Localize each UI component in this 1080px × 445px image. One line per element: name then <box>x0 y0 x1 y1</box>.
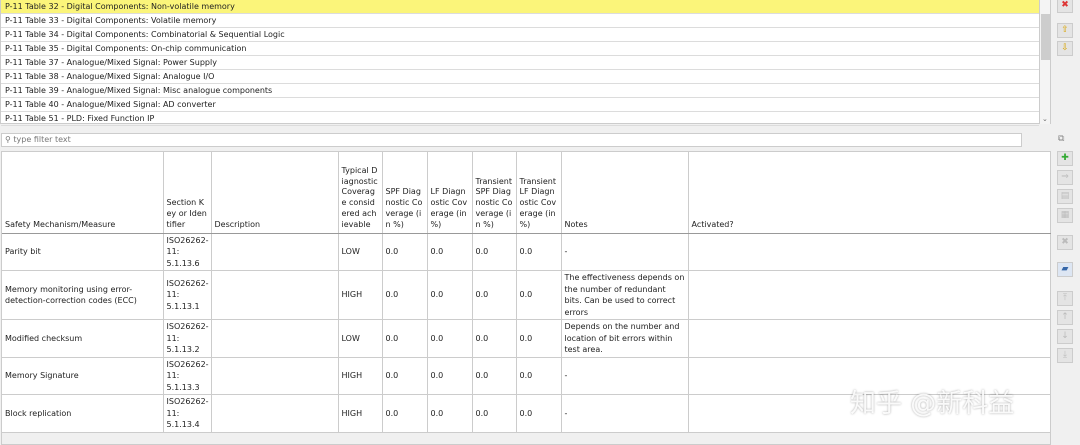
delete-icon: ✖ <box>1057 235 1073 250</box>
table-icon: ▦ <box>1057 208 1073 223</box>
move-bottom-icon: ⤓ <box>1057 348 1073 363</box>
table-cell[interactable]: 0.0 <box>472 394 517 433</box>
table-cell[interactable]: 0.0 <box>516 394 562 433</box>
table-cell[interactable]: HIGH <box>338 357 383 395</box>
move-top-icon: ⤒ <box>1057 291 1073 306</box>
export-icon[interactable]: ▰ <box>1057 262 1073 277</box>
column-header[interactable]: Safety Mechanism/Measure <box>2 152 164 234</box>
column-header[interactable]: LF Diagnostic Coverage (in %) <box>427 152 473 234</box>
table-cell[interactable]: 0.0 <box>382 270 428 320</box>
table-cell[interactable]: 0.0 <box>472 319 517 358</box>
table-cell[interactable]: - <box>561 233 689 271</box>
table-selection-list[interactable]: P-11 Table 32 - Digital Components: Non-… <box>0 0 1040 126</box>
scrollbar-thumb[interactable] <box>1041 14 1050 60</box>
table-cell[interactable]: Parity bit <box>2 233 164 271</box>
filter-input[interactable]: ⚲ type filter text <box>1 133 1022 147</box>
table-cell[interactable]: 0.0 <box>427 357 473 395</box>
table-cell[interactable]: - <box>561 357 689 395</box>
table-row[interactable]: Block replication ISO26262-11: 5.1.13.4 HI… <box>2 394 1051 433</box>
list-item[interactable]: P-11 Table 32 - Digital Components: Non-… <box>1 0 1039 14</box>
table-cell[interactable]: 0.0 <box>472 357 517 395</box>
table-cell[interactable] <box>211 357 339 395</box>
table-cell[interactable]: 0.0 <box>382 357 428 395</box>
table-cell[interactable]: LOW <box>338 233 383 271</box>
table-header: Safety Mechanism/Measure Section Key or I… <box>2 152 1051 234</box>
table-cell[interactable]: ISO26262-11: 5.1.13.3 <box>163 357 212 395</box>
move-up-row-icon: ↑ <box>1057 310 1073 325</box>
table-cell[interactable]: 0.0 <box>472 270 517 320</box>
table-cell[interactable]: 0.0 <box>516 357 562 395</box>
add-icon[interactable]: ✚ <box>1057 151 1073 166</box>
list-item[interactable]: P-11 Table 34 - Digital Components: Comb… <box>1 28 1039 42</box>
table-cell[interactable]: HIGH <box>338 270 383 320</box>
table-cell[interactable]: ISO26262-11: 5.1.13.6 <box>163 233 212 271</box>
table-row[interactable]: Memory monitoring using error-detection-… <box>2 270 1051 320</box>
table-cell[interactable] <box>688 357 1051 395</box>
list-item[interactable]: P-11 Table 40 - Analogue/Mixed Signal: A… <box>1 98 1039 112</box>
table-cell[interactable]: Memory monitoring using error-detection-… <box>2 270 164 320</box>
table-cell[interactable]: HIGH <box>338 394 383 433</box>
table-row[interactable]: Memory Signature ISO26262-11: 5.1.13.3 HIG… <box>2 357 1051 395</box>
table-cell[interactable]: 0.0 <box>382 233 428 271</box>
list-item[interactable]: P-11 Table 39 - Analogue/Mixed Signal: M… <box>1 84 1039 98</box>
column-header[interactable]: Notes <box>561 152 689 234</box>
table-cell[interactable]: 0.0 <box>516 270 562 320</box>
table-cell[interactable] <box>211 270 339 320</box>
table-cell[interactable]: The effectiveness depends on the number … <box>561 270 689 320</box>
table-cell[interactable]: 0.0 <box>516 319 562 358</box>
table-cell[interactable]: Modified checksum <box>2 319 164 358</box>
table-cell[interactable]: 0.0 <box>382 319 428 358</box>
column-header[interactable]: Transient SPF Diagnostic Coverage (in %) <box>472 152 517 234</box>
column-header[interactable]: Transient LF Diagnostic Coverage (in %) <box>516 152 562 234</box>
chevron-down-icon[interactable]: ⌄ <box>1042 115 1048 123</box>
table-cell[interactable] <box>211 319 339 358</box>
close-icon[interactable]: ✖ <box>1057 0 1073 13</box>
table-cell[interactable]: Block replication <box>2 394 164 433</box>
list-item[interactable]: P-11 Table 33 - Digital Components: Vola… <box>1 14 1039 28</box>
table-cell[interactable] <box>688 233 1051 271</box>
table-cell[interactable]: ISO26262-11: 5.1.13.2 <box>163 319 212 358</box>
table-cell[interactable]: Depends on the number and location of bi… <box>561 319 689 358</box>
move-down-row-icon: ↓ <box>1057 329 1073 344</box>
table-row[interactable]: Parity bit ISO26262-11: 5.1.13.6 LOW 0.0 0.0… <box>2 233 1051 271</box>
column-header[interactable]: Description <box>211 152 339 234</box>
search-icon: ⚲ <box>5 135 11 144</box>
table-cell[interactable]: ISO26262-11: 5.1.13.4 <box>163 394 212 433</box>
column-header[interactable]: Section Key or Identifier <box>163 152 212 234</box>
list-item[interactable]: P-11 Table 38 - Analogue/Mixed Signal: A… <box>1 70 1039 84</box>
table-cell[interactable]: 0.0 <box>427 319 473 358</box>
table-cell[interactable]: Memory Signature <box>2 357 164 395</box>
move-up-icon[interactable]: ⇧ <box>1057 23 1073 38</box>
column-header[interactable]: SPF Diagnostic Coverage (in %) <box>382 152 428 234</box>
table-row[interactable]: Modified checksum ISO26262-11: 5.1.13.2 LO… <box>2 319 1051 358</box>
list-item[interactable]: P-11 Table 37 - Analogue/Mixed Signal: P… <box>1 56 1039 70</box>
list-scrollbar[interactable]: ⌄ <box>1040 0 1051 124</box>
table-cell[interactable]: 0.0 <box>382 394 428 433</box>
column-header[interactable]: Typical Diagnostic Coverage considered a… <box>338 152 383 234</box>
move-down-icon[interactable]: ⇩ <box>1057 41 1073 56</box>
table-cell[interactable]: 0.0 <box>472 233 517 271</box>
edit-icon: ▤ <box>1057 189 1073 204</box>
watermark: 知乎 @新科益 <box>850 389 1015 419</box>
table-cell[interactable] <box>211 394 339 433</box>
table-cell[interactable]: 0.0 <box>516 233 562 271</box>
safety-mechanism-table: Safety Mechanism/Measure Section Key or I… <box>1 151 1051 445</box>
list-item[interactable]: P-11 Table 35 - Digital Components: On-c… <box>1 42 1039 56</box>
clear-filter-icon[interactable]: ⧉ <box>1058 134 1065 144</box>
table-cell[interactable] <box>688 394 1051 433</box>
table-cell[interactable]: - <box>561 394 689 433</box>
table-cell[interactable] <box>688 270 1051 320</box>
table-cell[interactable]: 0.0 <box>427 394 473 433</box>
table-cell[interactable]: ISO26262-11: 5.1.13.1 <box>163 270 212 320</box>
table-cell[interactable] <box>688 319 1051 358</box>
table-cell[interactable]: 0.0 <box>427 270 473 320</box>
column-header[interactable]: Activated? <box>688 152 1051 234</box>
list-item[interactable]: P-11 Table 51 - PLD: Fixed Function IP <box>1 112 1039 126</box>
insert-icon: ⇒ <box>1057 170 1073 185</box>
table-cell[interactable]: 0.0 <box>427 233 473 271</box>
table-cell[interactable] <box>211 233 339 271</box>
table-cell[interactable]: LOW <box>338 319 383 358</box>
